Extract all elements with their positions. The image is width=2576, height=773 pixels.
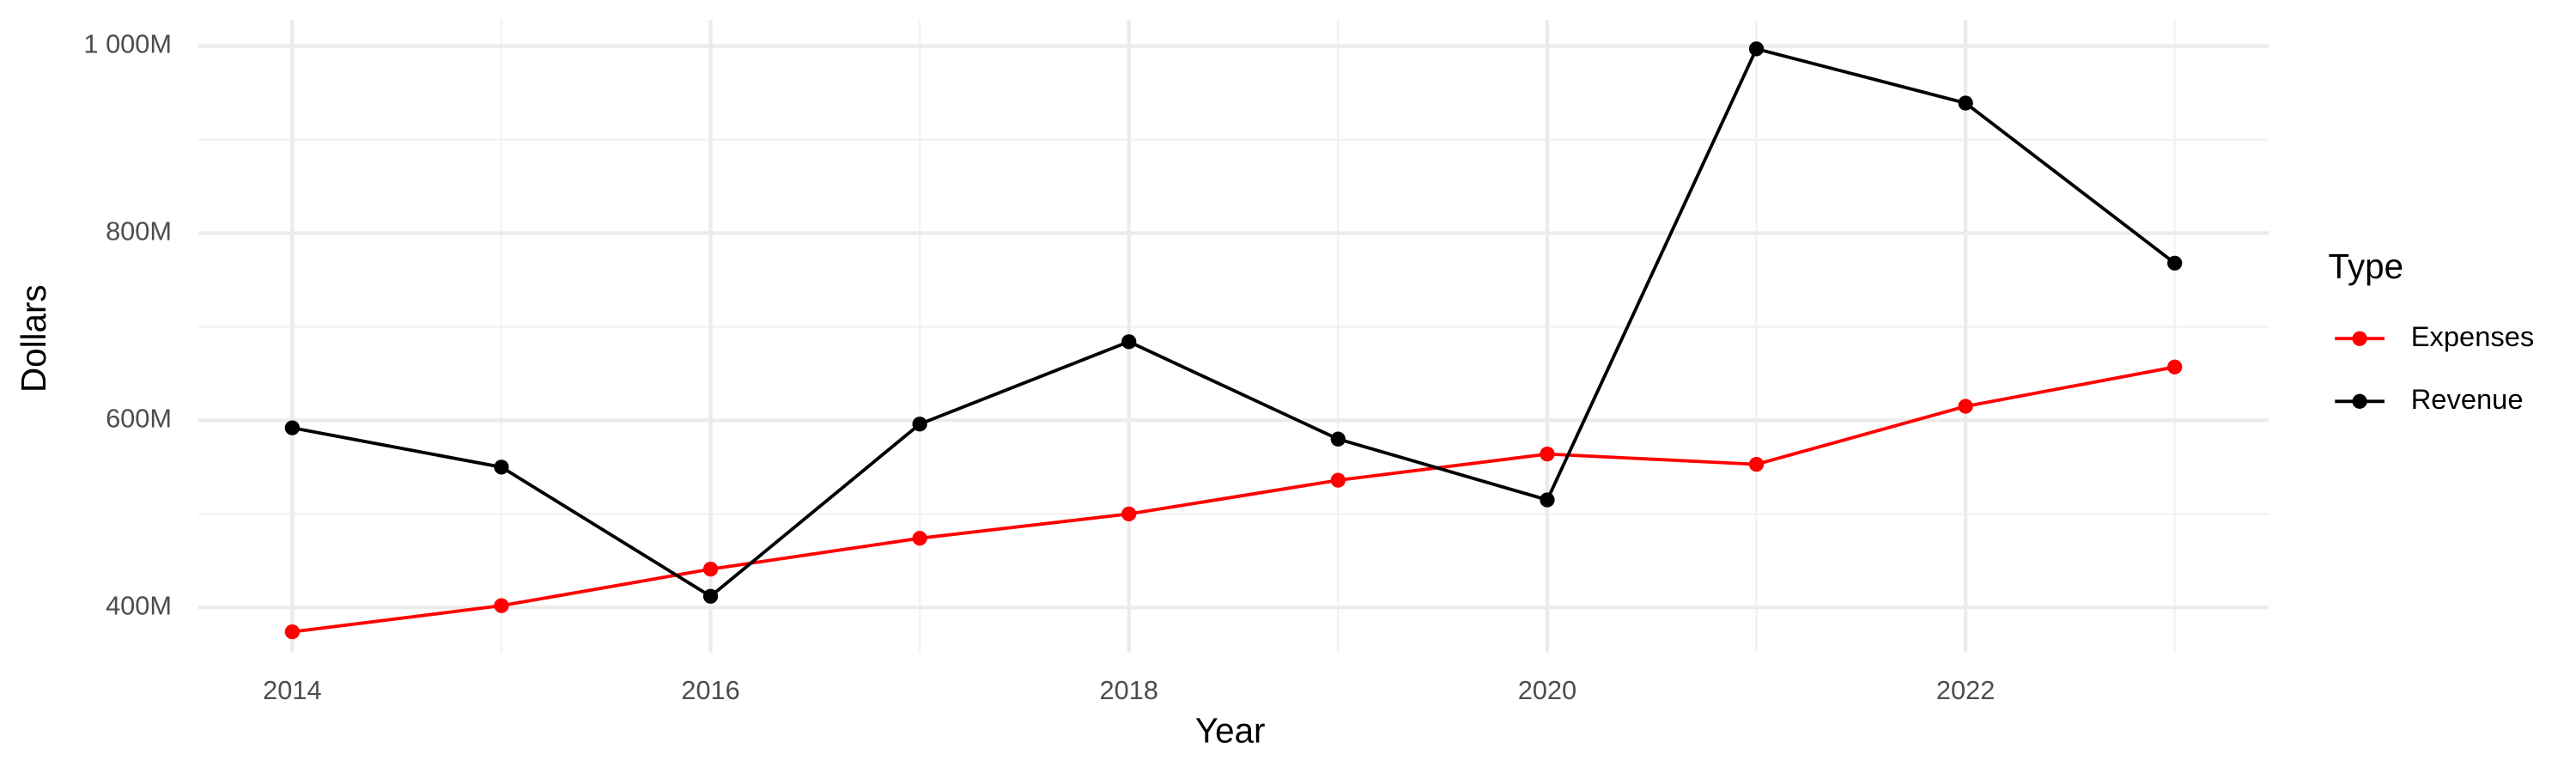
y-tick-label: 600M: [106, 404, 172, 434]
data-point: [1121, 334, 1137, 350]
y-tick-label: 1 000M: [83, 29, 172, 59]
data-point: [912, 531, 927, 546]
legend-marker: [2352, 393, 2367, 409]
x-tick-label: 2018: [1100, 675, 1158, 705]
data-point: [1330, 431, 1346, 447]
data-point: [1958, 95, 1973, 111]
series-line: [292, 365, 2176, 634]
data-point: [1748, 456, 1765, 472]
data-point: [1540, 446, 1555, 462]
data-point: [702, 588, 719, 604]
data-point: [1330, 472, 1346, 488]
y-tick-label: 400M: [106, 590, 172, 620]
data-point: [1958, 399, 1973, 414]
x-tick-label: 2020: [1518, 675, 1577, 705]
data-point: [702, 561, 719, 577]
legend-label: Revenue: [2411, 383, 2524, 415]
data-point: [494, 460, 509, 475]
data-point: [1121, 506, 1137, 522]
y-axis-title: Dollars: [14, 284, 53, 393]
data-point: [284, 420, 301, 435]
data-point: [2167, 255, 2183, 271]
legend-marker: [2352, 331, 2367, 346]
x-tick-label: 2016: [681, 675, 739, 705]
x-tick-label: 2014: [263, 675, 321, 705]
data-point: [1748, 41, 1765, 57]
data-point: [1540, 492, 1555, 508]
data-point: [284, 624, 301, 640]
legend-title: Type: [2329, 247, 2404, 286]
data-point: [912, 417, 927, 432]
data-point: [2167, 359, 2183, 374]
data-point: [494, 598, 509, 613]
series-line: [292, 46, 2176, 599]
x-tick-label: 2022: [1936, 675, 1995, 705]
y-tick-label: 800M: [106, 216, 172, 247]
x-axis-title: Year: [1195, 711, 1266, 751]
legend-label: Expenses: [2411, 320, 2535, 352]
